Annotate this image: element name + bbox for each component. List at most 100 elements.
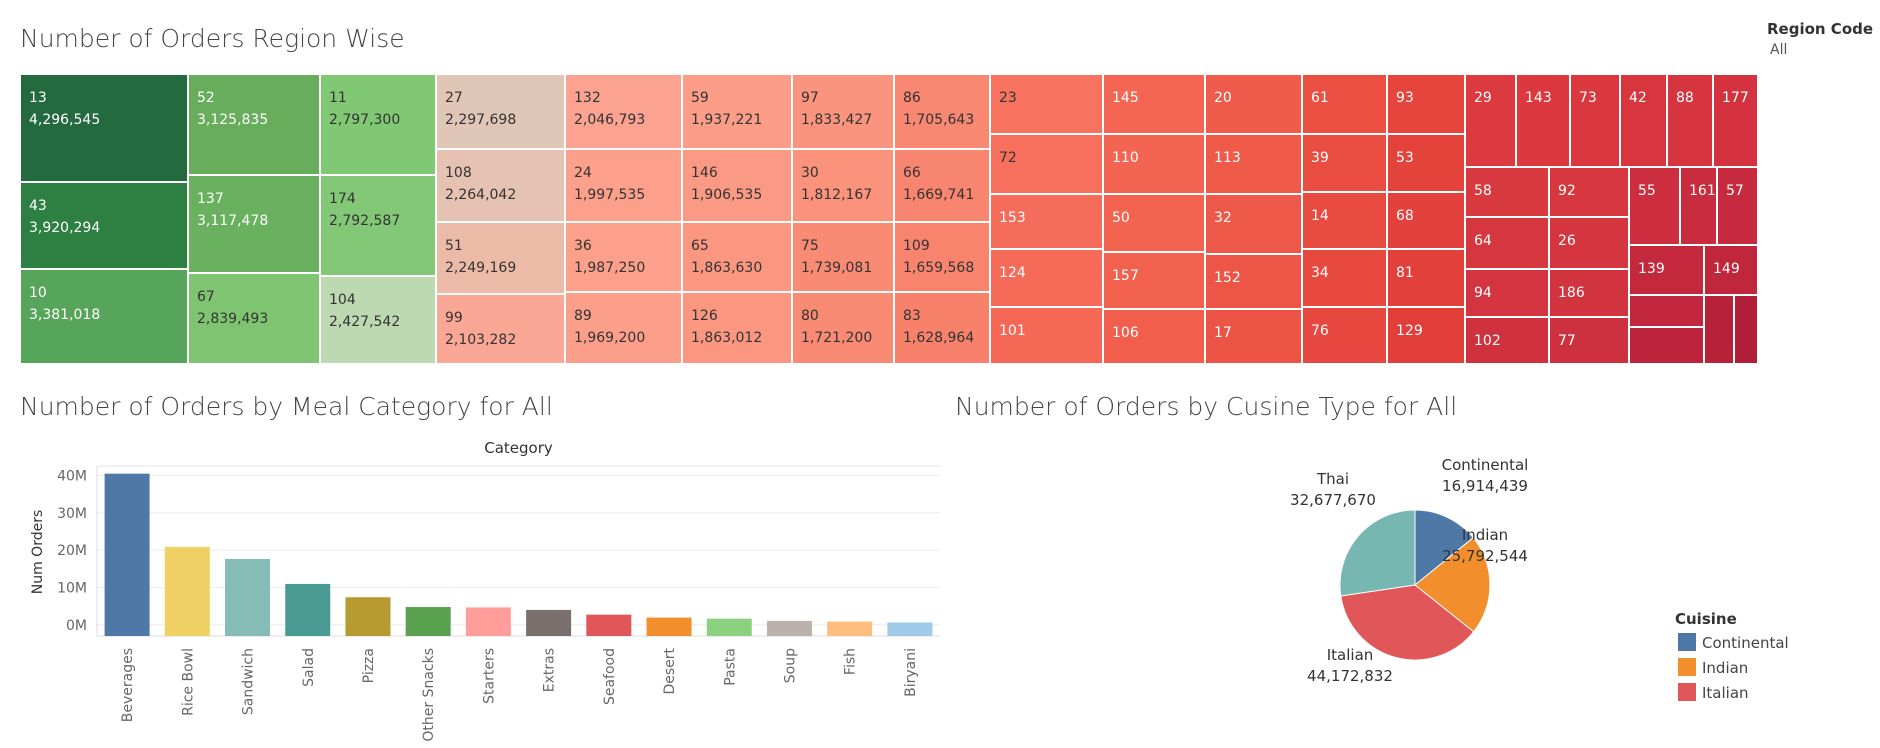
treemap-cell-region-39[interactable]: 39 xyxy=(1302,134,1387,192)
treemap-cell-region-88[interactable]: 88 xyxy=(1667,74,1713,167)
treemap-cell-region-20[interactable]: 20 xyxy=(1205,74,1302,134)
treemap-cell-region-57[interactable]: 57 xyxy=(1717,167,1758,245)
treemap-cell-region-17[interactable]: 17 xyxy=(1205,309,1302,364)
treemap-cell-region-124[interactable]: 124 xyxy=(990,249,1103,307)
treemap-cell-region-66[interactable]: 66 1,669,741 xyxy=(894,149,990,222)
treemap-cell-region-146[interactable]: 146 1,906,535 xyxy=(682,149,792,222)
bar-biryani[interactable] xyxy=(887,622,933,636)
treemap-cell-region-65[interactable]: 65 1,863,630 xyxy=(682,222,792,292)
treemap-cell-region-13[interactable]: 13 4,296,545 xyxy=(20,74,188,182)
treemap-cell-region-149[interactable]: 149 xyxy=(1704,245,1758,295)
bar-sandwich[interactable] xyxy=(225,558,271,636)
bar-soup[interactable] xyxy=(766,620,812,636)
treemap-cell-region-27[interactable]: 27 2,297,698 xyxy=(436,74,565,149)
treemap-cell-region-113[interactable]: 113 xyxy=(1205,134,1302,194)
legend-item-italian[interactable]: Italian xyxy=(1678,683,1749,703)
legend-swatch xyxy=(1678,633,1696,651)
region-filter-value[interactable]: All xyxy=(1770,42,1788,58)
treemap-cell-region-109[interactable]: 109 1,659,568 xyxy=(894,222,990,292)
treemap-cell-region-186[interactable]: 186 xyxy=(1549,269,1629,317)
treemap-cell-region-143[interactable]: 143 xyxy=(1516,74,1570,167)
pie-slice-italian[interactable] xyxy=(1340,584,1475,661)
treemap-cell-region-43[interactable]: 43 3,920,294 xyxy=(20,182,188,269)
treemap-cell-region-76[interactable]: 76 xyxy=(1302,307,1387,364)
treemap-cell-region-55[interactable]: 55 xyxy=(1629,167,1680,245)
bar-pasta[interactable] xyxy=(706,618,752,636)
treemap-cell-region-58[interactable]: 58 xyxy=(1465,167,1549,217)
treemap-cell-region-24[interactable]: 24 1,997,535 xyxy=(565,149,682,222)
pie-slice-indian[interactable] xyxy=(1414,537,1491,633)
treemap-cell-region-174[interactable]: 174 2,792,587 xyxy=(320,175,436,276)
treemap-cell-region-42[interactable]: 42 xyxy=(1620,74,1667,167)
treemap-cell-region-89[interactable]: 89 1,969,200 xyxy=(565,292,682,364)
treemap-cell-region-32[interactable]: 32 xyxy=(1205,194,1302,254)
treemap-cell-region-72[interactable]: 72 xyxy=(990,134,1103,194)
treemap-cell-region-61[interactable]: 61 xyxy=(1302,74,1387,134)
treemap-cell-region-101[interactable]: 101 xyxy=(990,307,1103,364)
legend-item-continental[interactable]: Continental xyxy=(1678,633,1789,653)
treemap-cell-region-177[interactable]: 177 xyxy=(1713,74,1758,167)
treemap-cell-region-92[interactable]: 92 xyxy=(1549,167,1629,217)
treemap-cell-region-145[interactable]: 145 xyxy=(1103,74,1205,134)
bar-starters[interactable] xyxy=(465,607,511,636)
pie-slice-continental[interactable] xyxy=(1414,509,1474,587)
treemap-cell-region-68[interactable]: 68 xyxy=(1387,192,1465,249)
treemap-cell-region-unlabeled[interactable] xyxy=(1629,327,1704,364)
pie-slice-thai[interactable] xyxy=(1339,509,1416,597)
bar-extras[interactable] xyxy=(526,609,572,636)
treemap-cell-region-86[interactable]: 86 1,705,643 xyxy=(894,74,990,149)
treemap-cell-region-110[interactable]: 110 xyxy=(1103,134,1205,194)
treemap-cell-region-97[interactable]: 97 1,833,427 xyxy=(792,74,894,149)
bar-other-snacks[interactable] xyxy=(405,607,451,636)
treemap-cell-region-75[interactable]: 75 1,739,081 xyxy=(792,222,894,292)
bar-fish[interactable] xyxy=(827,621,873,636)
treemap-cell-region-73[interactable]: 73 xyxy=(1570,74,1620,167)
bar-seafood[interactable] xyxy=(586,614,632,636)
treemap-cell-region-36[interactable]: 36 1,987,250 xyxy=(565,222,682,292)
treemap-cell-region-unlabeled[interactable] xyxy=(1734,295,1758,364)
bar-pizza[interactable] xyxy=(345,597,391,636)
bar-salad[interactable] xyxy=(285,583,331,636)
treemap-cell-region-14[interactable]: 14 xyxy=(1302,192,1387,249)
treemap-cell-region-94[interactable]: 94 xyxy=(1465,269,1549,317)
treemap-cell-region-67[interactable]: 67 2,839,493 xyxy=(188,273,320,364)
treemap-cell-region-34[interactable]: 34 xyxy=(1302,249,1387,307)
treemap-cell-region-64[interactable]: 64 xyxy=(1465,217,1549,269)
treemap-cell-region-unlabeled[interactable] xyxy=(1704,295,1734,364)
treemap-cell-region-59[interactable]: 59 1,937,221 xyxy=(682,74,792,149)
treemap-cell-region-80[interactable]: 80 1,721,200 xyxy=(792,292,894,364)
treemap-cell-region-10[interactable]: 10 3,381,018 xyxy=(20,269,188,364)
treemap-cell-region-26[interactable]: 26 xyxy=(1549,217,1629,269)
treemap-cell-region-23[interactable]: 23 xyxy=(990,74,1103,134)
bar-desert[interactable] xyxy=(646,617,692,636)
bar-rice-bowl[interactable] xyxy=(164,546,210,636)
treemap-cell-region-unlabeled[interactable] xyxy=(1629,295,1704,327)
treemap-cell-region-51[interactable]: 51 2,249,169 xyxy=(436,222,565,294)
treemap-cell-region-153[interactable]: 153 xyxy=(990,194,1103,249)
treemap-cell-region-104[interactable]: 104 2,427,542 xyxy=(320,276,436,364)
treemap-cell-region-152[interactable]: 152 xyxy=(1205,254,1302,309)
treemap-cell-region-99[interactable]: 99 2,103,282 xyxy=(436,294,565,364)
treemap-cell-region-126[interactable]: 126 1,863,012 xyxy=(682,292,792,364)
treemap-cell-region-157[interactable]: 157 xyxy=(1103,252,1205,309)
treemap-cell-region-30[interactable]: 30 1,812,167 xyxy=(792,149,894,222)
treemap-cell-region-93[interactable]: 93 xyxy=(1387,74,1465,134)
legend-item-indian[interactable]: Indian xyxy=(1678,658,1748,678)
bar-beverages[interactable] xyxy=(104,473,150,636)
treemap-cell-region-53[interactable]: 53 xyxy=(1387,134,1465,192)
treemap-cell-region-139[interactable]: 139 xyxy=(1629,245,1704,295)
treemap-cell-region-161[interactable]: 161 xyxy=(1680,167,1717,245)
treemap-cell-region-132[interactable]: 132 2,046,793 xyxy=(565,74,682,149)
treemap-cell-region-77[interactable]: 77 xyxy=(1549,317,1629,364)
treemap-cell-region-50[interactable]: 50 xyxy=(1103,194,1205,252)
treemap-cell-region-106[interactable]: 106 xyxy=(1103,309,1205,364)
treemap-cell-region-108[interactable]: 108 2,264,042 xyxy=(436,149,565,222)
treemap-cell-region-29[interactable]: 29 xyxy=(1465,74,1516,167)
treemap-cell-region-83[interactable]: 83 1,628,964 xyxy=(894,292,990,364)
treemap-cell-region-52[interactable]: 52 3,125,835 xyxy=(188,74,320,175)
treemap-cell-region-11[interactable]: 11 2,797,300 xyxy=(320,74,436,175)
treemap-cell-region-81[interactable]: 81 xyxy=(1387,249,1465,307)
treemap-cell-region-129[interactable]: 129 xyxy=(1387,307,1465,364)
treemap-cell-region-137[interactable]: 137 3,117,478 xyxy=(188,175,320,273)
treemap-cell-region-102[interactable]: 102 xyxy=(1465,317,1549,364)
